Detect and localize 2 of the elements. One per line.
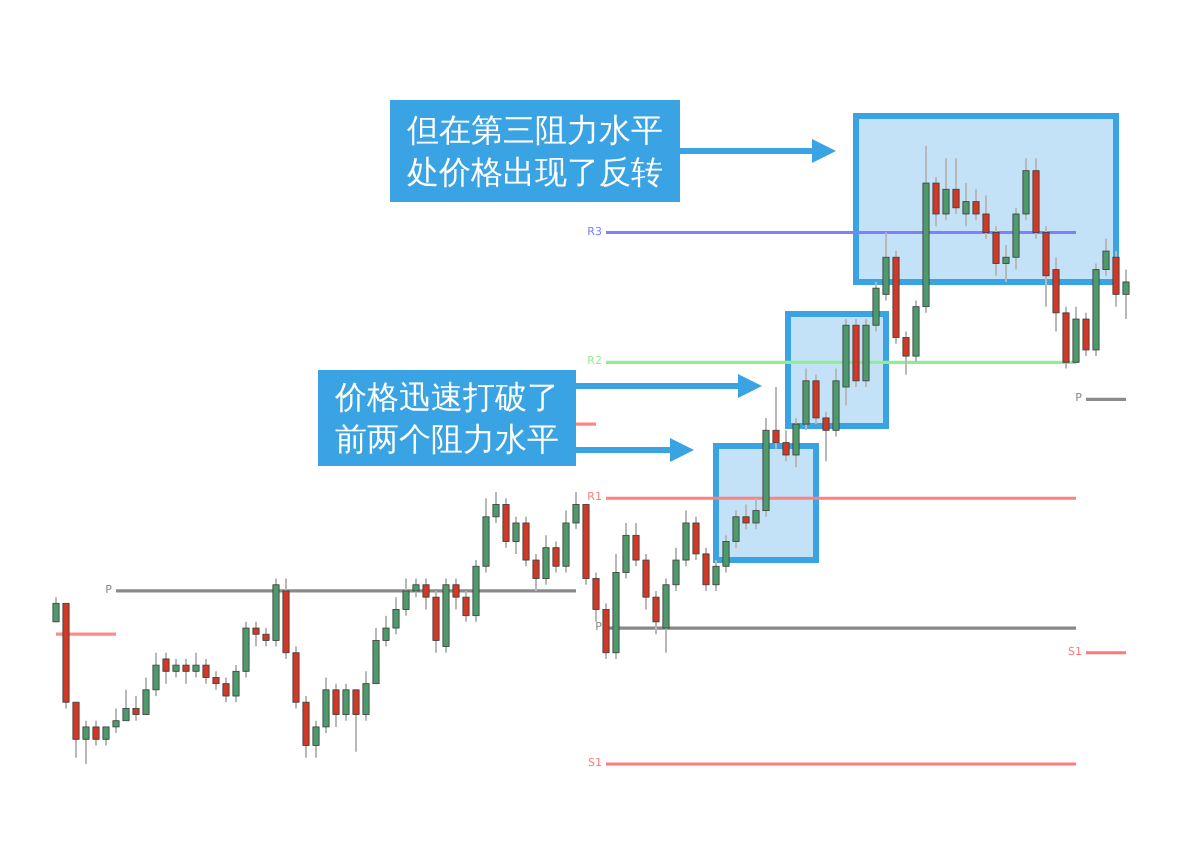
annotation: 价格迅速打破了前两个阻力水平 bbox=[333, 378, 559, 458]
annotation: 但在第三阻力水平处价格出现了反转 bbox=[407, 111, 663, 191]
